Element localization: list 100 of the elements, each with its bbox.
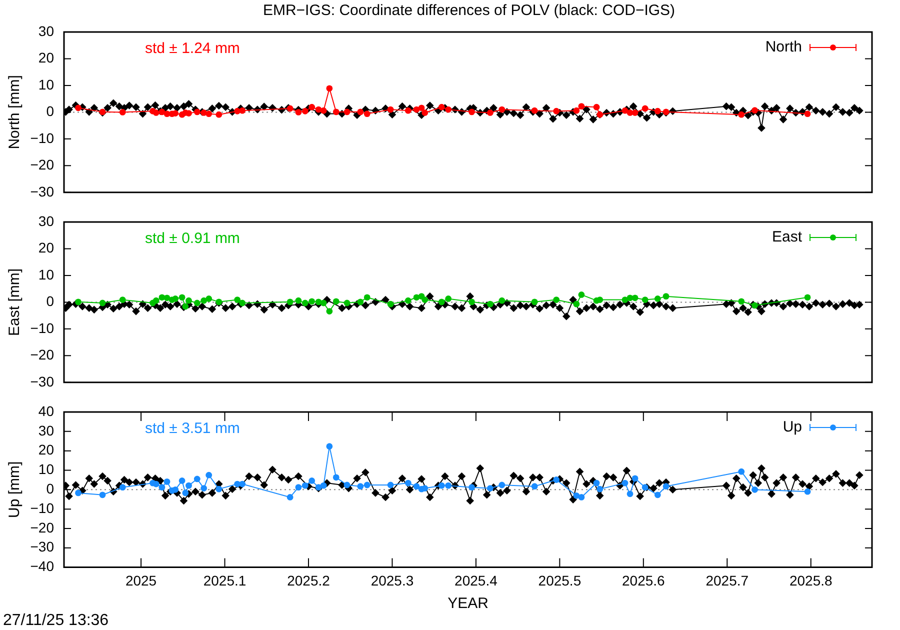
point xyxy=(626,490,634,498)
point xyxy=(172,486,179,493)
point xyxy=(578,103,585,110)
point xyxy=(531,298,538,306)
point xyxy=(152,480,160,488)
point xyxy=(662,293,670,300)
y-tick-label: −20 xyxy=(30,346,54,363)
point xyxy=(445,296,452,302)
point xyxy=(364,110,370,118)
point xyxy=(738,111,745,118)
legend-label: North xyxy=(765,38,802,56)
point xyxy=(75,104,82,112)
point xyxy=(622,107,628,114)
point xyxy=(99,492,106,498)
point xyxy=(654,108,661,114)
point xyxy=(178,478,186,484)
point xyxy=(357,298,364,306)
point xyxy=(804,294,811,301)
y-tick-label: 0 xyxy=(46,293,54,310)
point xyxy=(413,483,420,490)
point xyxy=(200,485,208,492)
point xyxy=(326,443,333,450)
point xyxy=(182,303,189,310)
point xyxy=(320,107,327,114)
y-tick-label: −10 xyxy=(30,130,54,146)
point xyxy=(593,104,600,110)
point xyxy=(295,297,302,304)
point xyxy=(332,298,340,305)
x-tick-label: 2025.1 xyxy=(203,572,246,589)
legend-label: Up xyxy=(782,418,802,436)
point xyxy=(445,482,452,489)
point xyxy=(357,108,364,116)
point xyxy=(186,297,192,304)
point xyxy=(738,298,745,305)
point xyxy=(622,480,628,486)
y-tick-label: 20 xyxy=(38,442,54,458)
point xyxy=(622,296,628,303)
y-tick-label: 0 xyxy=(46,480,54,497)
y-tick-label: −30 xyxy=(30,373,54,390)
point xyxy=(119,484,126,491)
point xyxy=(344,482,350,488)
point xyxy=(119,296,126,303)
point xyxy=(216,111,222,118)
point xyxy=(152,297,160,304)
point xyxy=(200,297,208,304)
point xyxy=(206,296,212,302)
point xyxy=(234,296,241,303)
point xyxy=(194,108,200,116)
y-tick-label: −40 xyxy=(30,558,54,574)
point xyxy=(486,110,494,116)
point xyxy=(194,300,200,306)
y-tick-label: −20 xyxy=(30,519,54,536)
y-tick-label: 20 xyxy=(38,50,54,66)
point xyxy=(596,486,604,492)
point xyxy=(752,302,758,309)
annotation: std ± 3.51 mm xyxy=(145,420,240,438)
point xyxy=(152,110,160,116)
point xyxy=(364,482,370,488)
point xyxy=(158,484,166,491)
x-tick-label: 2025.3 xyxy=(370,572,414,589)
point xyxy=(99,300,106,306)
point xyxy=(308,104,316,110)
point xyxy=(164,478,170,485)
x-tick-label: 2025.7 xyxy=(706,572,749,589)
x-tick-label: 2025.5 xyxy=(538,572,582,589)
point xyxy=(642,105,648,112)
annotation: std ± 1.24 mm xyxy=(145,40,240,58)
point xyxy=(326,308,333,314)
point xyxy=(593,480,600,486)
point xyxy=(172,296,179,302)
y-axis-title: East [mm] xyxy=(6,268,24,336)
point xyxy=(206,110,212,118)
point xyxy=(332,108,340,116)
point xyxy=(194,476,200,482)
point xyxy=(75,298,82,306)
point xyxy=(486,485,494,492)
point xyxy=(498,482,506,488)
point xyxy=(573,300,580,308)
y-tick-label: 10 xyxy=(38,76,54,92)
point xyxy=(468,108,475,116)
chart-title: EMR−IGS: Coordinate differences of POLV (black: COD−IGS) xyxy=(262,2,676,20)
point xyxy=(642,296,648,303)
point xyxy=(445,106,452,113)
point xyxy=(578,292,585,298)
point xyxy=(642,484,648,491)
point xyxy=(344,300,350,306)
y-axis-title: North [mm] xyxy=(6,75,24,150)
point xyxy=(75,490,82,496)
point xyxy=(286,298,294,306)
point xyxy=(654,492,661,498)
point xyxy=(498,297,506,304)
point xyxy=(404,297,412,304)
point xyxy=(531,483,538,490)
y-tick-label: 10 xyxy=(38,461,54,478)
y-tick-label: −20 xyxy=(30,156,54,173)
x-tick-label: 2025.2 xyxy=(287,572,330,589)
point xyxy=(422,485,428,492)
y-tick-label: 30 xyxy=(38,22,54,39)
point xyxy=(320,482,327,489)
point xyxy=(332,474,340,481)
